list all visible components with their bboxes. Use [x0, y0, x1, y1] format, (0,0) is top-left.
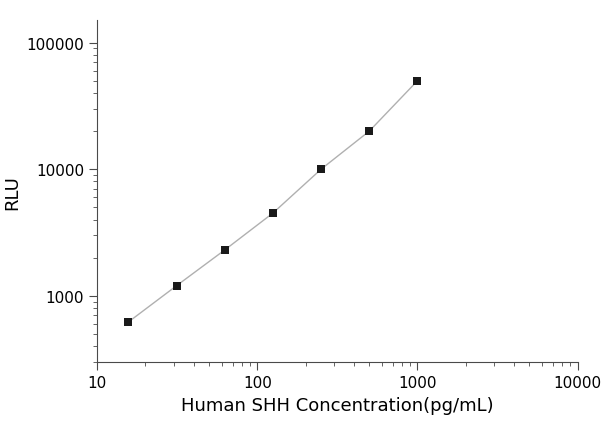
Point	[220, 247, 230, 254]
Point	[171, 283, 181, 290]
Point	[316, 167, 326, 173]
X-axis label: Human SHH Concentration(pg/mL): Human SHH Concentration(pg/mL)	[181, 396, 494, 414]
Point	[123, 319, 133, 326]
Point	[364, 128, 374, 135]
Y-axis label: RLU: RLU	[3, 174, 21, 209]
Point	[268, 210, 278, 217]
Point	[413, 78, 423, 85]
